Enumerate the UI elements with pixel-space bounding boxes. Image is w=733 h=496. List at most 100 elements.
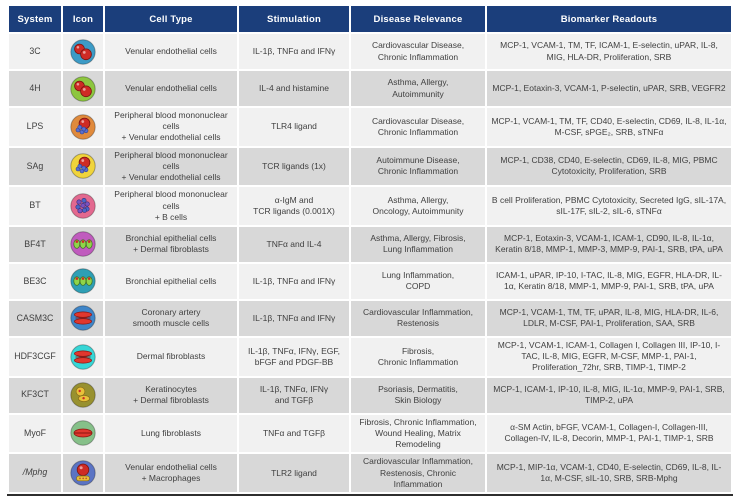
column-header-icon: Icon	[63, 6, 103, 32]
disease-relevance-cell: Asthma, Allergy, Fibrosis, Lung Inflamma…	[351, 226, 485, 262]
column-header-system: System	[9, 6, 61, 32]
column-header-biomarker-readouts: Biomarker Readouts	[487, 6, 731, 32]
stimulation-cell: TNFα and IL-4	[239, 226, 349, 262]
column-header-stimulation: Stimulation	[239, 6, 349, 32]
pbmc-endothelial-coculture-icon	[70, 153, 96, 180]
dermal-fibroblasts-icon	[70, 344, 96, 370]
biomarker-readouts-cell: MCP-1, VCAM-1, ICAM-1, Collagen I, Colla…	[487, 337, 731, 376]
disease-relevance-cell: Psoriasis, Dermatitis, Skin Biology	[351, 377, 485, 413]
table-row: HDF3CGF Dermal fibroblasts IL-1β, TNFα, IF…	[9, 337, 731, 376]
stimulation-cell: IL-1β, TNFα, IFNγ and TGFβ	[239, 377, 349, 413]
venular-endothelial-cells-icon	[70, 75, 96, 102]
table-row: 4H Venular endothelial cells IL-4 and hist…	[9, 71, 731, 106]
disease-relevance-cell: Cardiovascular Disease, Chronic Inflamma…	[351, 34, 485, 69]
disease-relevance-cell: Cardiovascular Inflammation, Restenosis	[351, 300, 485, 336]
biomarker-readouts-cell: ICAM-1, uPAR, IP-10, I-TAC, IL-8, MIG, E…	[487, 263, 731, 299]
disease-relevance-cell: Autoimmune Disease, Chronic Inflammation	[351, 147, 485, 186]
cell-type-cell: Coronary artery smooth muscle cells	[105, 300, 237, 336]
icon-cell	[63, 108, 103, 146]
stimulation-cell: IL-1β, TNFα and IFNγ	[239, 300, 349, 336]
cell-type-cell: Dermal fibroblasts	[105, 337, 237, 376]
stimulation-cell: TLR4 ligand	[239, 108, 349, 146]
biomarker-readouts-cell: MCP-1, VCAM-1, TM, TF, ICAM-1, E-selecti…	[487, 34, 731, 69]
table-row: CASM3C Coronary artery smooth muscle cell…	[9, 300, 731, 336]
icon-cell	[63, 300, 103, 336]
system-cell: /Mphg	[9, 454, 61, 492]
venular-endothelial-cells-icon	[70, 38, 96, 65]
icon-cell	[63, 414, 103, 453]
system-cell: MyoF	[9, 414, 61, 453]
disease-relevance-cell: Cardiovascular Inflammation, Restenosis,…	[351, 454, 485, 492]
cell-type-cell: Venular endothelial cells + Macrophages	[105, 454, 237, 492]
disease-relevance-cell: Asthma, Allergy, Autoimmunity	[351, 71, 485, 106]
system-cell: BT	[9, 187, 61, 225]
biomap-systems-table: System Icon Cell Type Stimulation Disease Re…	[7, 4, 733, 494]
system-cell: 3C	[9, 34, 61, 69]
disease-relevance-cell: Cardiovascular Disease, Chronic Inflamma…	[351, 108, 485, 146]
stimulation-cell: α-IgM and TCR ligands (0.001X)	[239, 187, 349, 225]
biomarker-readouts-cell: MCP-1, Eotaxin-3, VCAM-1, ICAM-1, CD90, …	[487, 226, 731, 262]
table-row: LPS Peripheral blood mononuclear cells + …	[9, 108, 731, 146]
table-body: 3C Venular endothelial cells IL-1β, TNFα a…	[9, 34, 731, 492]
header-row: System Icon Cell Type Stimulation Disease Re…	[9, 6, 731, 32]
pbmc-endothelial-coculture-icon	[70, 114, 96, 140]
cell-type-cell: Venular endothelial cells	[105, 71, 237, 106]
disease-relevance-cell: Lung Inflammation, COPD	[351, 263, 485, 299]
disease-relevance-cell: Asthma, Allergy, Oncology, Autoimmunity	[351, 187, 485, 225]
biomarker-readouts-cell: MCP-1, Eotaxin-3, VCAM-1, P-selectin, uP…	[487, 71, 731, 106]
icon-cell	[63, 263, 103, 299]
table-row: KF3CT Keratinocytes + Dermal fibroblasts I…	[9, 377, 731, 413]
stimulation-cell: IL-4 and histamine	[239, 71, 349, 106]
column-header-disease-relevance: Disease Relevance	[351, 6, 485, 32]
table-row: BE3C Bronchial epithelial cells IL-1β, TNF…	[9, 263, 731, 299]
system-cell: BE3C	[9, 263, 61, 299]
icon-cell	[63, 147, 103, 186]
biomarker-readouts-cell: B cell Proliferation, PBMC Cytotoxicity,…	[487, 187, 731, 225]
lung-fibroblasts-icon	[70, 420, 96, 447]
cell-type-cell: Peripheral blood mononuclear cells + Ven…	[105, 147, 237, 186]
table-row: 3C Venular endothelial cells IL-1β, TNFα a…	[9, 34, 731, 69]
cell-type-cell: Lung fibroblasts	[105, 414, 237, 453]
stimulation-cell: TLR2 ligand	[239, 454, 349, 492]
bronchial-epithelial-cells-icon	[70, 268, 96, 295]
system-cell: CASM3C	[9, 300, 61, 336]
stimulation-cell: TCR ligands (1x)	[239, 147, 349, 186]
smooth-muscle-cells-icon	[70, 305, 96, 332]
bronchial-epithelial-fibroblast-icon	[70, 231, 96, 258]
cell-type-cell: Bronchial epithelial cells	[105, 263, 237, 299]
system-cell: 4H	[9, 71, 61, 106]
keratinocyte-fibroblast-icon	[70, 382, 96, 408]
table-row: SAg Peripheral blood mononuclear cells + …	[9, 147, 731, 186]
icon-cell	[63, 187, 103, 225]
icon-cell	[63, 71, 103, 106]
disease-relevance-cell: Fibrosis, Chronic Inflammation, Wound He…	[351, 414, 485, 453]
biomap-systems-table-wrap: System Icon Cell Type Stimulation Disease Re…	[7, 4, 733, 496]
table-row: MyoF Lung fibroblasts TNFα and TGFβ Fibrosi…	[9, 414, 731, 453]
cell-type-cell: Venular endothelial cells	[105, 34, 237, 69]
system-cell: BF4T	[9, 226, 61, 262]
biomarker-readouts-cell: MCP-1, VCAM-1, TM, TF, uPAR, IL-8, MIG, …	[487, 300, 731, 336]
stimulation-cell: TNFα and TGFβ	[239, 414, 349, 453]
table-row: BF4T Bronchial epithelial cells + Dermal …	[9, 226, 731, 262]
disease-relevance-cell: Fibrosis, Chronic Inflammation	[351, 337, 485, 376]
icon-cell	[63, 454, 103, 492]
column-header-cell-type: Cell Type	[105, 6, 237, 32]
biomarker-readouts-cell: MCP-1, ICAM-1, IP-10, IL-8, MIG, IL-1α, …	[487, 377, 731, 413]
cell-type-cell: Bronchial epithelial cells + Dermal fibr…	[105, 226, 237, 262]
cell-type-cell: Peripheral blood mononuclear cells + B c…	[105, 187, 237, 225]
biomarker-readouts-cell: MCP-1, VCAM-1, TM, TF, CD40, E-selectin,…	[487, 108, 731, 146]
icon-cell	[63, 226, 103, 262]
system-cell: SAg	[9, 147, 61, 186]
icon-cell	[63, 377, 103, 413]
stimulation-cell: IL-1β, TNFα, IFNγ, EGF, bFGF and PDGF-BB	[239, 337, 349, 376]
table-row: /Mphg Venular endothelial cells + Macroph…	[9, 454, 731, 492]
biomarker-readouts-cell: α-SM Actin, bFGF, VCAM-1, Collagen-I, Co…	[487, 414, 731, 453]
system-cell: HDF3CGF	[9, 337, 61, 376]
stimulation-cell: IL-1β, TNFα and IFNγ	[239, 34, 349, 69]
pbmc-bcell-coculture-icon	[70, 193, 96, 219]
biomarker-readouts-cell: MCP-1, CD38, CD40, E-selectin, CD69, IL-…	[487, 147, 731, 186]
cell-type-cell: Keratinocytes + Dermal fibroblasts	[105, 377, 237, 413]
stimulation-cell: IL-1β, TNFα and IFNγ	[239, 263, 349, 299]
biomarker-readouts-cell: MCP-1, MIP-1α, VCAM-1, CD40, E-selectin,…	[487, 454, 731, 492]
system-cell: KF3CT	[9, 377, 61, 413]
